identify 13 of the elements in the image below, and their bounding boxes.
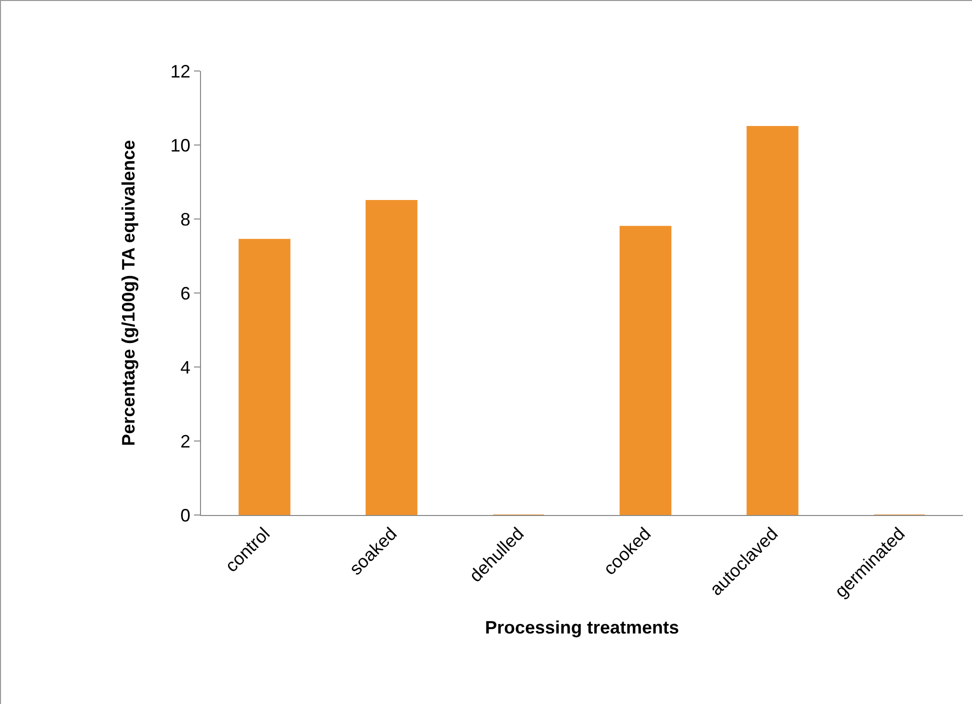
y-tick-label: 2 bbox=[180, 431, 190, 452]
x-axis-title: Processing treatments bbox=[484, 618, 680, 638]
bar bbox=[746, 126, 798, 515]
y-tick-label: 0 bbox=[180, 505, 190, 526]
y-tick-label: 8 bbox=[180, 209, 190, 230]
y-tick-label: 12 bbox=[170, 61, 190, 82]
bar bbox=[238, 238, 290, 515]
bar bbox=[366, 200, 418, 515]
bar bbox=[620, 226, 672, 515]
y-tick-label: 10 bbox=[170, 135, 190, 156]
y-tick-label: 6 bbox=[180, 283, 190, 304]
y-axis-title: Percentage (g/100g) TA equivalence bbox=[118, 140, 139, 446]
y-tick-label: 4 bbox=[180, 357, 190, 378]
